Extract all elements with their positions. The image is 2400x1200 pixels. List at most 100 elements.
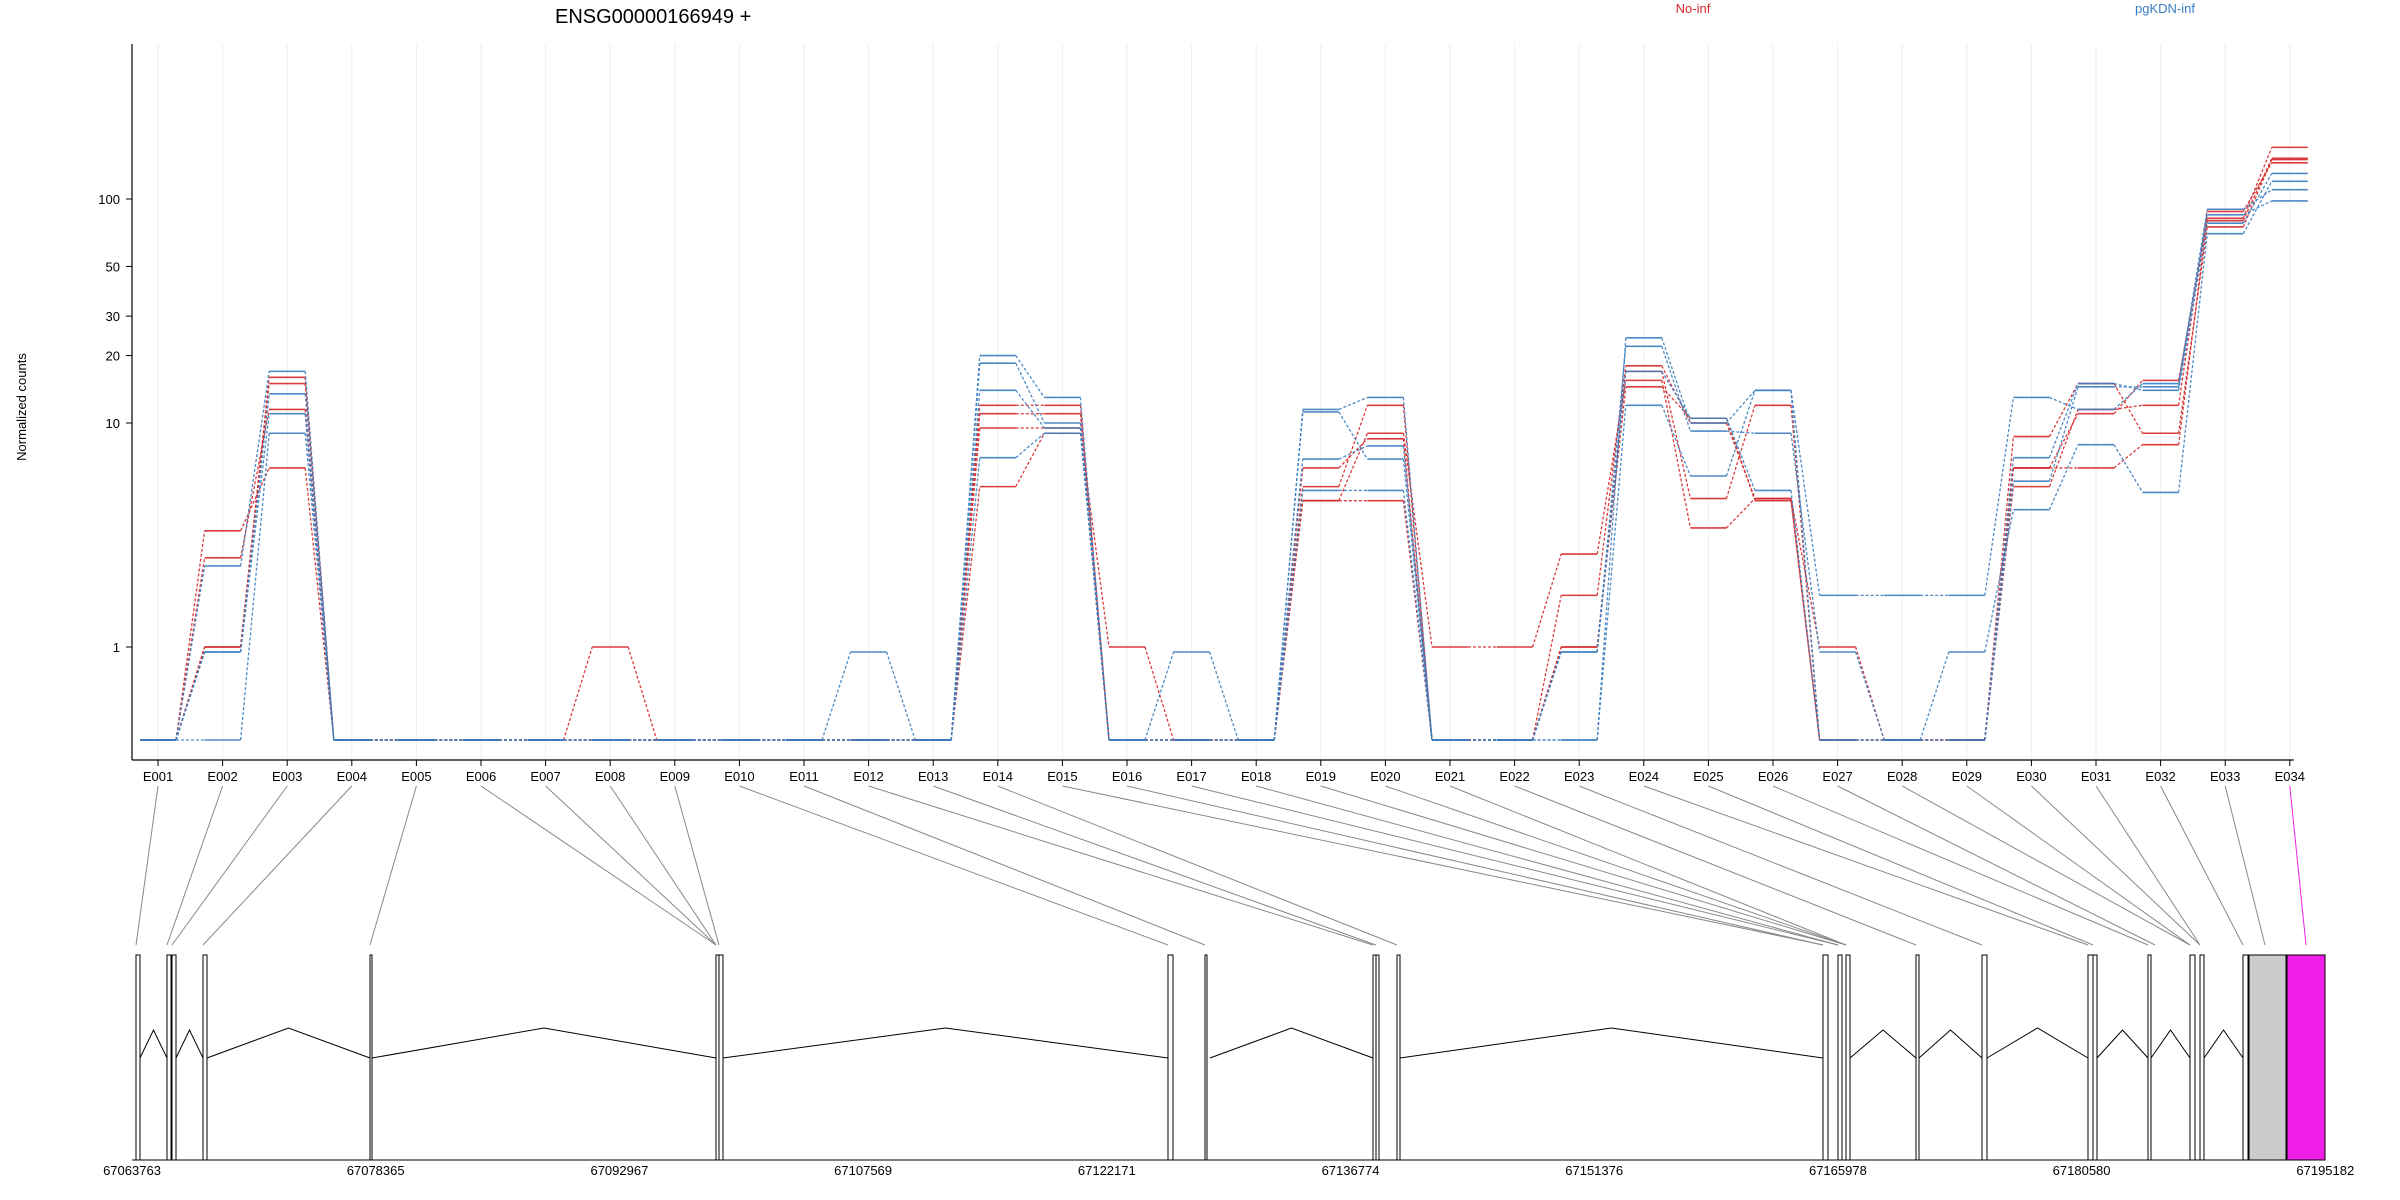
data-point-connector [1338,445,1368,460]
x-tick-label: E028 [1887,769,1917,784]
x-tick-label: E031 [2081,769,2111,784]
exon-connector-line [1643,785,2089,946]
exon-connectors [135,785,2307,946]
data-point-connector [1273,490,1304,741]
data-point-connector [1984,457,2015,741]
data-point-connector [1984,509,2015,653]
data-point-connector [304,413,335,741]
data-point-connector [1790,498,1821,648]
data-point-connector [1338,438,1368,469]
exon-connector-line [1062,785,1824,946]
data-point-connector [239,383,270,648]
exon-connector-line [609,785,717,946]
data-point-connector [2177,218,2208,445]
intron-line [139,1028,168,1059]
data-point-connector [1015,355,1045,398]
data-point-connector [1402,397,1433,741]
x-tick-label: E024 [1629,769,1659,784]
coordinate-label: 67136774 [1322,1163,1380,1178]
data-point-connector [1725,389,1756,424]
data-point-connector [2048,383,2079,458]
data-point-connector [1596,371,1627,653]
x-tick-label: E029 [1952,769,1982,784]
data-point-connector [2242,200,2273,216]
y-tick-label: 1 [113,640,120,655]
data-point-connector [2242,159,2273,228]
x-tick-label: E001 [143,769,173,784]
data-point-connector [2048,386,2079,482]
data-point-connector [821,651,852,741]
x-tick-label: E007 [530,769,560,784]
data-point-connector [2048,383,2079,437]
exon-connector-line [1385,785,1847,946]
data-point-connector [1984,397,2015,596]
data-point-connector [1338,405,1369,487]
coordinate-label: 67122171 [1078,1163,1136,1178]
data-point-connector [1725,390,1756,477]
exon-connector-line [739,785,1169,946]
plot-title: ENSG00000166949 + [555,6,751,28]
exon-connector-line [1772,785,2149,946]
intron-line [1849,1029,1917,1059]
coordinate-label: 67151376 [1565,1163,1623,1178]
exon-box [1204,954,1208,1161]
exon-box [202,954,208,1161]
data-point-connector [1338,432,1368,501]
data-point-connector [239,433,270,741]
data-point-connector [1661,380,1692,529]
legend-no-inf: No-inf [1676,1,1711,16]
x-tick-label: E021 [1435,769,1465,784]
exon-box [135,954,141,1161]
data-point-connector [2177,211,2208,406]
data-point-connector [1725,405,1756,499]
x-tick-label: E025 [1693,769,1723,784]
x-tick-label: E018 [1241,769,1271,784]
coordinate-label: 67063763 [103,1163,161,1178]
data-point-connector [2049,396,2079,411]
x-tick-label: E003 [272,769,302,784]
exon-connector-line [480,785,717,946]
exon-connector-line [2095,785,2201,946]
exon-box-highlighted [2286,954,2326,1161]
data-point-connector [1079,413,1110,741]
exon-connector-line [1901,785,2191,946]
x-tick-label: E011 [789,769,818,784]
data-point-connector [1596,337,1627,741]
exon-connector-line [997,785,1398,946]
exon-connector-line [933,785,1377,946]
series-group [140,162,2308,741]
data-point-connector [2177,214,2208,387]
data-point-connector [885,651,916,741]
legend-pgkdn-inf: pgKDN-inf [2135,1,2195,16]
x-tick-label: E023 [1564,769,1594,784]
data-point-connector [1531,553,1562,648]
intron-line [1399,1027,1824,1059]
data-point-connector [1144,646,1175,741]
data-point-connector [2113,444,2144,493]
x-tick-label: E032 [2145,769,2175,784]
data-point-connector [1531,646,1562,741]
exon-connector-line [202,785,353,946]
exon-connector-line [1191,785,1839,946]
data-point-connector [950,457,981,741]
data-point-connector [1725,498,1756,529]
data-point-connector [2113,383,2144,434]
series-group [140,172,2308,741]
exon-connector-line [1126,785,1824,946]
exon-connector-line [369,785,417,946]
data-point-connector [2177,209,2208,384]
data-point-connector [1661,405,1692,477]
exon-box [1837,954,1843,1161]
intron-line [2150,1029,2191,1059]
data-point-connector [1725,418,1756,491]
exon-box [2147,954,2152,1161]
exon-connector-line [2224,785,2266,946]
exon-connector-line [2031,785,2201,946]
data-point-connector [562,646,593,741]
coordinate-label: 67165978 [1809,1163,1867,1178]
exon-connector-line [2160,785,2244,946]
data-point-connector [1402,445,1433,741]
intron-line [175,1028,204,1059]
intron-line [206,1027,371,1059]
